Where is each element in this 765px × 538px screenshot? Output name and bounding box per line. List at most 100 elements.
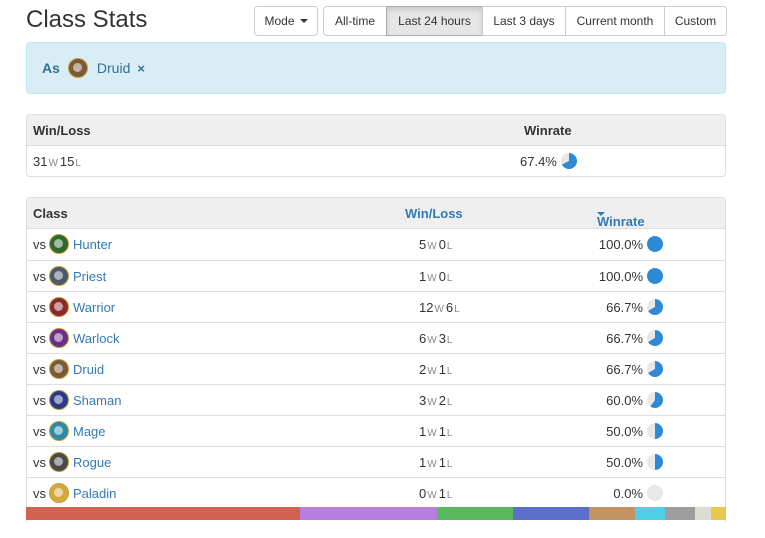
winrate-value: 60.0% [606, 392, 643, 408]
winrate-pie-icon [647, 268, 663, 284]
vs-label: vs [33, 423, 46, 439]
class-link[interactable]: Warlock [73, 330, 120, 346]
summary-row: 31 W 15 L 67.4% [27, 146, 725, 176]
winrate-pie-icon [647, 236, 663, 252]
distribution-segment [26, 507, 300, 520]
mode-dropdown-button[interactable]: Mode [254, 6, 318, 36]
class-link[interactable]: Paladin [73, 485, 117, 501]
sort-desc-icon [597, 212, 605, 216]
matchup-class-cell: vs Druid [33, 354, 104, 384]
losses: 0 [438, 236, 446, 252]
matchup-class-cell: vs Mage [33, 416, 106, 446]
matchup-class-cell: vs Shaman [33, 385, 121, 415]
winrate-pie-icon [647, 392, 663, 408]
winrate-pie-icon [647, 299, 663, 315]
wins: 2 [419, 361, 427, 377]
losses: 1 [438, 454, 446, 470]
wins: 12 [419, 299, 434, 315]
filter-prefix: As [42, 60, 60, 76]
time-range-group: All-time Last 24 hours Last 3 days Curre… [323, 6, 727, 36]
class-link[interactable]: Shaman [73, 392, 122, 408]
class-link[interactable]: Mage [73, 423, 106, 439]
sort-by-winrate-link[interactable]: Winrate [597, 212, 645, 229]
matchup-class-cell: vs Warlock [33, 323, 119, 353]
matchup-winrate-cell: 100.0% [599, 261, 663, 291]
range-all-time-button[interactable]: All-time [323, 6, 387, 36]
range-current-month-button[interactable]: Current month [565, 6, 665, 36]
vs-label: vs [33, 361, 46, 377]
range-last-24-hours-button[interactable]: Last 24 hours [386, 6, 483, 36]
matchup-class-cell: vs Priest [33, 261, 106, 291]
winrate-pie-icon [647, 454, 663, 470]
shaman-icon [49, 390, 69, 410]
distribution-segment [665, 507, 696, 520]
vs-label: vs [33, 268, 46, 284]
summary-header-winrate: Winrate [524, 123, 572, 138]
distribution-segment [695, 507, 711, 520]
distribution-segment [634, 507, 666, 520]
wins: 5 [419, 236, 427, 252]
losses: 3 [438, 330, 446, 346]
class-link[interactable]: Priest [73, 268, 107, 284]
class-filter-banner: As Druid × [26, 42, 726, 94]
header-class: Class [33, 206, 68, 221]
matchup-winrate-cell: 50.0% [606, 416, 663, 446]
distribution-segment [299, 507, 437, 520]
class-link[interactable]: Druid [73, 361, 105, 377]
range-last-3-days-button[interactable]: Last 3 days [482, 6, 566, 36]
sort-by-winloss-link[interactable]: Win/Loss [405, 206, 463, 221]
caret-down-icon [299, 19, 308, 23]
remove-filter-icon[interactable]: × [137, 60, 145, 76]
matchup-class-cell: vs Hunter [33, 229, 112, 259]
druid-icon [49, 359, 69, 379]
winrate-pie-icon [647, 330, 663, 346]
class-link[interactable]: Warrior [73, 299, 116, 315]
class-link[interactable]: Hunter [73, 236, 113, 252]
summary-winloss: 31 W 15 L [33, 153, 81, 169]
summary-wins: 31 [33, 153, 48, 169]
vs-label: vs [33, 299, 46, 315]
mode-label: Mode [264, 14, 295, 28]
wins: 1 [419, 423, 427, 439]
losses: 1 [438, 361, 446, 377]
wins: 1 [419, 454, 427, 470]
range-custom-button[interactable]: Custom [664, 6, 727, 36]
losses: 1 [438, 485, 446, 501]
distribution-segment [710, 507, 726, 520]
wins: 6 [419, 330, 427, 346]
wins: 1 [419, 268, 427, 284]
summary-table: Win/Loss Winrate 31 W 15 L 67.4% [26, 114, 726, 177]
filter-class-name: Druid [96, 60, 131, 76]
winrate-value: 50.0% [606, 454, 643, 470]
wins: 0 [419, 485, 427, 501]
class-link[interactable]: Rogue [73, 454, 112, 470]
winrate-pie-icon [647, 361, 663, 377]
winrate-value: 66.7% [606, 299, 643, 315]
vs-label: vs [33, 392, 46, 408]
vs-label: vs [33, 236, 46, 252]
rogue-icon [49, 452, 69, 472]
matchup-winrate-cell: 66.7% [606, 292, 663, 322]
paladin-icon [49, 483, 69, 503]
matchup-winrate-cell: 50.0% [606, 447, 663, 477]
winrate-value: 0.0% [613, 485, 643, 501]
druid-icon [67, 58, 88, 78]
summary-losses: 15 [59, 153, 75, 169]
summary-winrate-value: 67.4% [520, 153, 557, 169]
matchup-winrate-cell: 66.7% [606, 323, 663, 353]
